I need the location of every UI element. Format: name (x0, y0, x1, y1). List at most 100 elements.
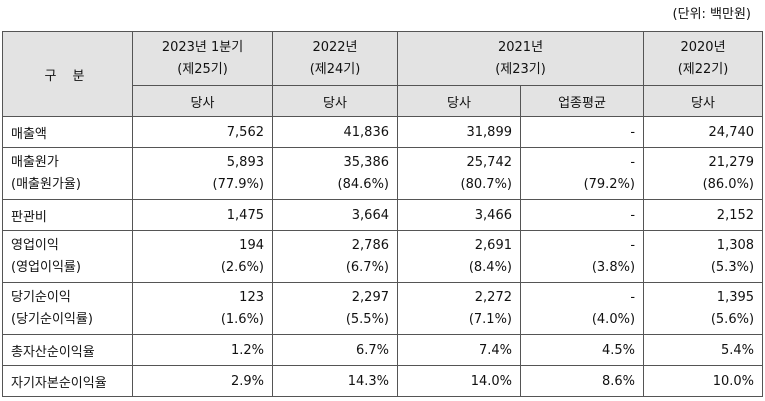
cell-value-ratio: (7.1%) (468, 311, 512, 327)
cell-value-main: 21,279 (708, 154, 755, 170)
period-term: (제25기) (177, 61, 228, 77)
row-label: 당기순이익 (당기순이익률) (2, 282, 133, 335)
header-row-sub: 당사 당사 당사 업종평균 당사 (3, 85, 764, 117)
row-label-main: 당기순이익 (11, 289, 71, 305)
cell-value: 194 (2.6%) (132, 230, 273, 283)
header-row-periods: 구 분 2023년 1분기 (제25기) 2022년 (제24기) 2021년 … (2, 31, 764, 117)
cell-value: 24,740 (643, 116, 764, 148)
table-row-roe: 자기자본순이익율 2.9% 14.3% 14.0% 8.6% 10.0% (2, 365, 764, 397)
cell-value: 21,279 (86.0%) (643, 147, 764, 200)
cell-value-ratio: (79.2%) (583, 176, 636, 192)
cell-value: 3,664 (272, 199, 398, 231)
header-company: 당사 (643, 85, 764, 117)
header-period-2020: 2020년 (제22기) (643, 31, 764, 86)
cell-value: - (519, 116, 645, 148)
cell-value-main: 5,893 (226, 154, 264, 170)
cell-value: 2,297 (5.5%) (272, 282, 398, 335)
header-company: 당사 (272, 85, 398, 117)
cell-value: 2,272 (7.1%) (397, 282, 521, 335)
cell-value-ratio: (77.9%) (212, 176, 264, 192)
cell-value-ratio: (4.0%) (591, 311, 636, 327)
row-label: 판관비 (2, 199, 133, 231)
cell-value-main: 25,742 (466, 154, 513, 170)
cell-value: 8.6% (519, 365, 645, 397)
cell-value: 31,899 (397, 116, 521, 148)
period-term: (제24기) (309, 61, 361, 77)
cell-value-main: 2,786 (351, 237, 389, 253)
table-row-net-income: 당기순이익 (당기순이익률) 123 (1.6%) 2,297 (5.5%) 2… (2, 282, 764, 335)
row-label-sub: (당기순이익률) (11, 311, 93, 327)
cell-value: 2,786 (6.7%) (272, 230, 398, 283)
cell-value: 1,395 (5.6%) (643, 282, 764, 335)
period-year: 2023년 1분기 (161, 39, 244, 55)
cell-value-ratio: (80.7%) (460, 176, 512, 192)
row-label-main: 매출원가 (11, 154, 59, 170)
cell-value: - (4.0%) (519, 282, 645, 335)
cell-value-main: 1,395 (716, 289, 755, 305)
cell-value: 35,386 (84.6%) (272, 147, 398, 200)
cell-value-ratio: (5.3%) (710, 259, 755, 275)
table-row-roa: 총자산순이익율 1.2% 6.7% 7.4% 4.5% 5.4% (2, 334, 764, 366)
cell-value-main: - (630, 154, 636, 170)
cell-value: 7.4% (397, 334, 521, 366)
cell-value: 5.4% (643, 334, 764, 366)
cell-value-main: - (630, 237, 636, 253)
cell-value-main: 2,272 (474, 289, 512, 305)
cell-value: - (3.8%) (519, 230, 645, 283)
table-row-sga: 판관비 1,475 3,664 3,466 - 2,152 (2, 199, 764, 231)
row-label: 자기자본순이익율 (2, 365, 133, 397)
header-company: 당사 (132, 85, 273, 117)
cell-value: 2.9% (132, 365, 273, 397)
cell-value: 1.2% (132, 334, 273, 366)
cell-value: 41,836 (272, 116, 398, 148)
cell-value: 1,475 (132, 199, 273, 231)
cell-value-ratio: (84.6%) (337, 176, 389, 192)
table-row-revenue: 매출액 7,562 41,836 31,899 - 24,740 (2, 116, 764, 148)
cell-value: 6.7% (272, 334, 398, 366)
cell-value-ratio: (1.6%) (220, 311, 264, 327)
cell-value-main: 2,297 (351, 289, 389, 305)
header-period-2023q1: 2023년 1분기 (제25기) (132, 31, 273, 86)
cell-value: 3,466 (397, 199, 521, 231)
cell-value-main: 194 (239, 237, 264, 253)
cell-value: 10.0% (643, 365, 764, 397)
cell-value-main: - (630, 289, 636, 305)
cell-value: 14.3% (272, 365, 398, 397)
row-label: 매출액 (2, 116, 133, 148)
cell-value-ratio: (3.8%) (591, 259, 636, 275)
cell-value: 25,742 (80.7%) (397, 147, 521, 200)
unit-note: (단위: 백만원) (672, 7, 751, 22)
cell-value-ratio: (5.5%) (345, 311, 389, 327)
header-company: 당사 (397, 85, 521, 117)
header-industry-average: 업종평균 (519, 85, 645, 117)
period-term: (제22기) (677, 61, 729, 77)
row-label: 총자산순이익율 (2, 334, 133, 366)
cell-value: 2,152 (643, 199, 764, 231)
cell-value: 5,893 (77.9%) (132, 147, 273, 200)
financial-summary-table: 구 분 2023년 1분기 (제25기) 2022년 (제24기) 2021년 … (2, 31, 764, 397)
period-term: (제23기) (495, 61, 546, 77)
table-row-cost-of-sales: 매출원가 (매출원가율) 5,893 (77.9%) 35,386 (84.6%… (2, 147, 764, 200)
cell-value: 7,562 (132, 116, 273, 148)
header-period-2022: 2022년 (제24기) (272, 31, 398, 86)
period-year: 2022년 (312, 39, 358, 55)
cell-value-ratio: (5.6%) (710, 311, 755, 327)
cell-value-ratio: (8.4%) (468, 259, 512, 275)
cell-value: - (519, 199, 645, 231)
table-row-operating-income: 영업이익 (영업이익률) 194 (2.6%) 2,786 (6.7%) 2,6… (2, 230, 764, 283)
header-period-2021: 2021년 (제23기) (396, 31, 645, 86)
cell-value: 123 (1.6%) (132, 282, 273, 335)
row-label: 영업이익 (영업이익률) (2, 230, 133, 283)
cell-value: 1,308 (5.3%) (643, 230, 764, 283)
cell-value-ratio: (2.6%) (220, 259, 264, 275)
row-label-main: 영업이익 (11, 237, 59, 253)
cell-value-ratio: (6.7%) (345, 259, 389, 275)
cell-value: 14.0% (397, 365, 521, 397)
cell-value-main: 2,691 (474, 237, 512, 253)
cell-value-main: 123 (239, 289, 264, 305)
cell-value-main: 1,308 (716, 237, 755, 253)
cell-value-ratio: (86.0%) (702, 176, 755, 192)
row-label: 매출원가 (매출원가율) (2, 147, 133, 200)
cell-value-main: 35,386 (343, 154, 390, 170)
row-label-sub: (매출원가율) (11, 176, 81, 192)
